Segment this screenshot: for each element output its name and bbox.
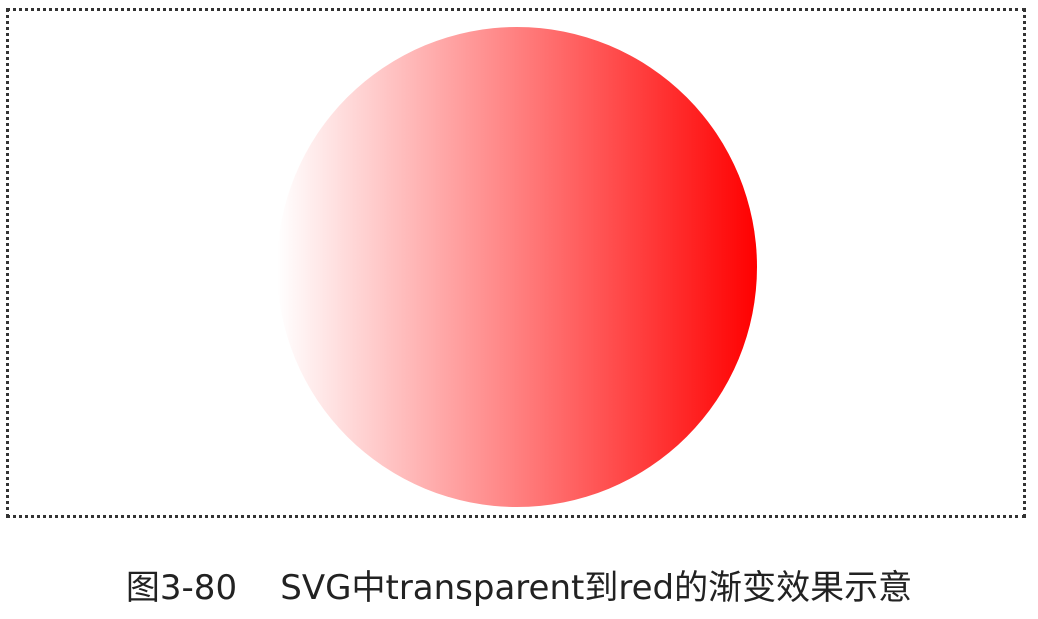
figure-caption: 图3-80 SVG中transparent到red的渐变效果示意 <box>125 568 913 608</box>
gradient-canvas <box>277 27 757 507</box>
figure-frame <box>6 8 1026 518</box>
gradient-circle <box>277 27 757 507</box>
